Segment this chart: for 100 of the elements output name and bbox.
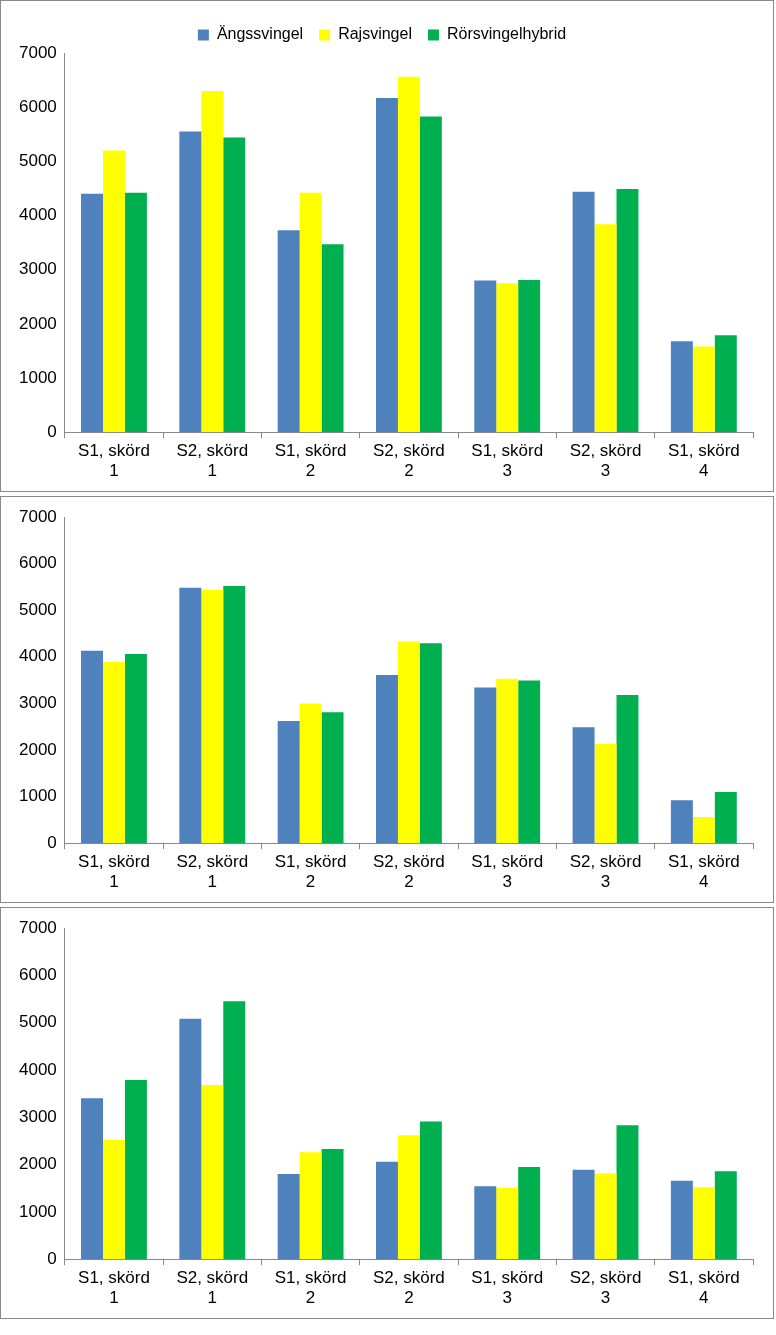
bar [692, 346, 715, 433]
x-tick-label: S1, skörd 3 [471, 852, 544, 892]
y-tick-label: 6000 [18, 553, 57, 573]
x-tick-label: S1, skörd 2 [274, 1268, 347, 1308]
bar [518, 1166, 541, 1260]
x-tick-label: S2, skörd 3 [569, 1268, 642, 1308]
bar [714, 1171, 737, 1260]
bar [572, 727, 595, 844]
bar [81, 1098, 103, 1260]
bar [375, 1161, 398, 1260]
y-tick-label: 0 [47, 421, 57, 441]
x-tick-label: S1, skörd 3 [471, 441, 544, 481]
legend-label: Ängssvingel [216, 25, 304, 43]
y-tick-label: 0 [47, 1248, 57, 1268]
bar [277, 721, 300, 844]
bar [124, 1079, 147, 1260]
bar [419, 116, 442, 433]
bar [179, 587, 202, 844]
y-tick-label: 7000 [18, 506, 57, 526]
x-tick-label: S1, skörd 2 [274, 852, 347, 892]
x-tick-label: S1, skörd 3 [471, 1268, 544, 1308]
y-tick-label: 3000 [18, 693, 57, 713]
bar [103, 1139, 125, 1260]
x-tick-label: S1, skörd 4 [667, 441, 740, 481]
bar [572, 191, 595, 433]
bar [223, 585, 246, 844]
x-tick-label: S1, skörd 1 [78, 1268, 150, 1308]
x-tick-label: S2, skörd 2 [373, 1268, 445, 1308]
x-tick-label: S1, skörd 2 [274, 441, 347, 481]
bar [496, 1187, 519, 1260]
bar [518, 680, 541, 844]
bar [201, 1085, 224, 1260]
bar [321, 244, 344, 433]
x-tick-label: S2, skörd 3 [569, 852, 642, 892]
bar [616, 188, 639, 433]
bar [223, 137, 246, 433]
bar [594, 224, 617, 433]
y-tick-label: 1000 [18, 786, 57, 806]
x-tick-label: S2, skörd 2 [373, 852, 445, 892]
bar [375, 97, 398, 433]
bar [201, 589, 224, 844]
y-tick-label: 2000 [18, 313, 57, 333]
bar [616, 695, 639, 844]
x-tick-label: S1, skörd 4 [667, 852, 740, 892]
x-tick-label: S1, skörd 4 [667, 1268, 740, 1308]
x-tick-label: S1, skörd 1 [78, 441, 150, 481]
bar [419, 1121, 442, 1260]
y-tick-label: 4000 [18, 205, 57, 225]
bar [670, 800, 693, 844]
legend-label: Rörsvingelhybrid [446, 25, 567, 43]
y-tick-label: 7000 [18, 917, 57, 937]
bar [321, 712, 344, 844]
bar [81, 650, 103, 844]
y-tick-label: 6000 [18, 96, 57, 116]
bar [474, 687, 497, 844]
y-tick-label: 5000 [18, 151, 57, 171]
bar [496, 283, 519, 433]
bar [397, 76, 420, 433]
y-tick-label: 2000 [18, 739, 57, 759]
y-tick-label: 2000 [18, 1154, 57, 1174]
bar [277, 230, 300, 433]
y-tick-label: 5000 [18, 1012, 57, 1032]
bar [179, 131, 202, 433]
y-tick-label: 1000 [18, 367, 57, 387]
bar [594, 1173, 617, 1260]
bar [670, 1180, 693, 1260]
x-tick-label: S2, skörd 2 [373, 441, 445, 481]
bar [81, 193, 103, 433]
bar [299, 1152, 322, 1260]
bar [299, 192, 322, 433]
x-tick-label: S2, skörd 1 [176, 852, 249, 892]
bar [223, 1001, 246, 1260]
bar [124, 654, 147, 844]
bar [692, 817, 715, 844]
y-tick-label: 3000 [18, 1106, 57, 1126]
bar [103, 150, 125, 433]
bar [616, 1125, 639, 1260]
bar [103, 661, 125, 844]
bar [670, 341, 693, 433]
x-tick-label: S2, skörd 1 [176, 441, 249, 481]
x-tick-label: S2, skörd 3 [569, 441, 642, 481]
y-tick-label: 4000 [18, 646, 57, 666]
y-tick-label: 7000 [18, 42, 57, 62]
bar [397, 1135, 420, 1260]
y-tick-label: 4000 [18, 1059, 57, 1079]
bar [419, 643, 442, 844]
bar [518, 279, 541, 433]
y-tick-label: 5000 [18, 599, 57, 619]
y-tick-label: 3000 [18, 259, 57, 279]
y-tick-label: 1000 [18, 1201, 57, 1221]
bar [714, 335, 737, 433]
x-tick-label: S2, skörd 1 [176, 1268, 249, 1308]
y-tick-label: 0 [47, 832, 57, 852]
bar [397, 641, 420, 844]
bar [124, 192, 147, 433]
bar [277, 1174, 300, 1260]
bar [201, 90, 224, 433]
bar [299, 703, 322, 844]
bar [179, 1018, 202, 1260]
legend-label: Rajsvingel [338, 25, 412, 43]
